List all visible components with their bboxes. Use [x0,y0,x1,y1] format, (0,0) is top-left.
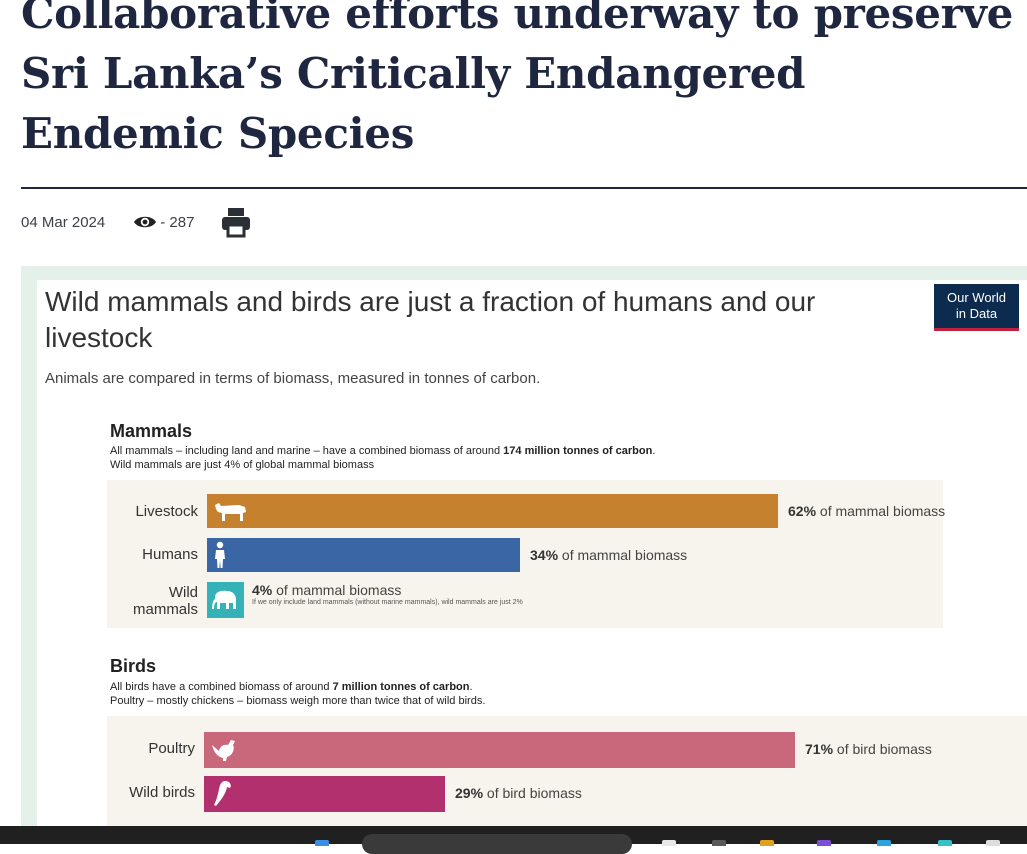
eye-icon [134,216,157,228]
bar-poultry [204,732,795,768]
print-button[interactable] [220,206,252,238]
article-meta: 04 Mar 2024 - 287 [21,206,252,238]
row-label-wild-mammals: Wild mammals [112,584,198,618]
file-explorer-icon[interactable] [760,840,774,846]
view-count-text: - 287 [160,213,195,231]
owid-logo-line2: in Data [955,306,998,321]
poultry-suffix: of bird biomass [833,741,932,757]
wild-birds-value-label: 29% of bird biomass [455,785,582,801]
parrot-icon [210,779,234,809]
livestock-pct: 62% [788,503,817,519]
wild-mammals-suffix: of mammal biomass [272,582,402,598]
birds-desc-bold: 7 million tonnes of carbon [332,681,470,693]
wild-birds-suffix: of bird biomass [483,785,582,801]
mammals-desc-line1-post: . [652,445,656,457]
bar-humans [207,538,520,572]
os-taskbar [0,826,1027,854]
birds-desc-line2: Poultry – mostly chickens – biomass weig… [110,695,486,707]
printer-icon [222,208,251,238]
owid-logo[interactable]: Our World in Data [934,284,1019,331]
elephant-icon [211,589,239,611]
bar-wild-mammals [207,582,244,618]
birds-description: All birds have a combined biomass of aro… [110,680,485,708]
wild-birds-pct: 29% [455,785,484,801]
birds-desc-line1-post: . [469,681,473,693]
task-view-icon[interactable] [662,840,676,846]
row-label-livestock: Livestock [135,503,198,520]
edge-icon[interactable] [938,840,952,846]
poultry-value-label: 71% of bird biomass [805,741,932,757]
livestock-value-label: 62% of mammal biomass [788,503,945,519]
mammals-desc-line1-pre: All mammals – including land and marine … [110,445,504,457]
title-divider [21,187,1027,189]
article-title: Collaborative efforts underway to preser… [21,0,1014,158]
owid-logo-line1: Our World [947,290,1006,305]
infographic-card: Wild mammals and birds are just a fracti… [37,280,1027,826]
birds-desc-line1-pre: All birds have a combined biomass of aro… [110,681,333,693]
poultry-pct: 71% [805,741,834,757]
bar-wild-birds [204,776,445,812]
wild-mammals-footnote: If we only include land mammals (without… [252,599,523,606]
mammals-desc-line2: Wild mammals are just 4% of global mamma… [110,459,375,471]
infographic-subtitle: Animals are compared in terms of biomass… [45,370,541,387]
publish-date: 04 Mar 2024 [21,213,106,231]
mammals-desc-bold: 174 million tonnes of carbon [503,445,653,457]
bar-livestock [207,494,778,528]
mammals-description: All mammals – including land and marine … [110,444,655,472]
humans-pct: 34% [530,547,559,563]
row-label-wild-birds: Wild birds [129,784,195,801]
mammals-section-title: Mammals [110,421,193,441]
birds-section-title: Birds [110,656,157,676]
start-button[interactable] [315,840,329,846]
cow-icon [213,500,249,522]
humans-value-label: 34% of mammal biomass [530,547,687,563]
humans-suffix: of mammal biomass [558,547,688,563]
wild-mammals-value-label: 4% of mammal biomass [252,582,401,598]
chicken-icon [210,737,238,763]
chrome-icon[interactable] [986,840,1000,846]
wild-mammals-pct: 4% [252,582,273,598]
row-label-humans: Humans [142,546,198,563]
store-icon[interactable] [877,840,891,846]
app-icon[interactable] [817,840,831,846]
biomass-infographic: Wild mammals and birds are just a fracti… [21,266,1027,826]
person-icon [213,541,227,569]
taskbar-search[interactable] [362,834,632,854]
infographic-title: Wild mammals and birds are just a fracti… [45,286,816,353]
wild-mammals-label-line1: Wild [168,584,198,601]
row-label-poultry: Poultry [148,740,195,757]
widgets-icon[interactable] [712,840,726,846]
wild-mammals-label-line2: mammals [132,601,198,618]
livestock-suffix: of mammal biomass [816,503,946,519]
view-count: - 287 [133,214,194,231]
